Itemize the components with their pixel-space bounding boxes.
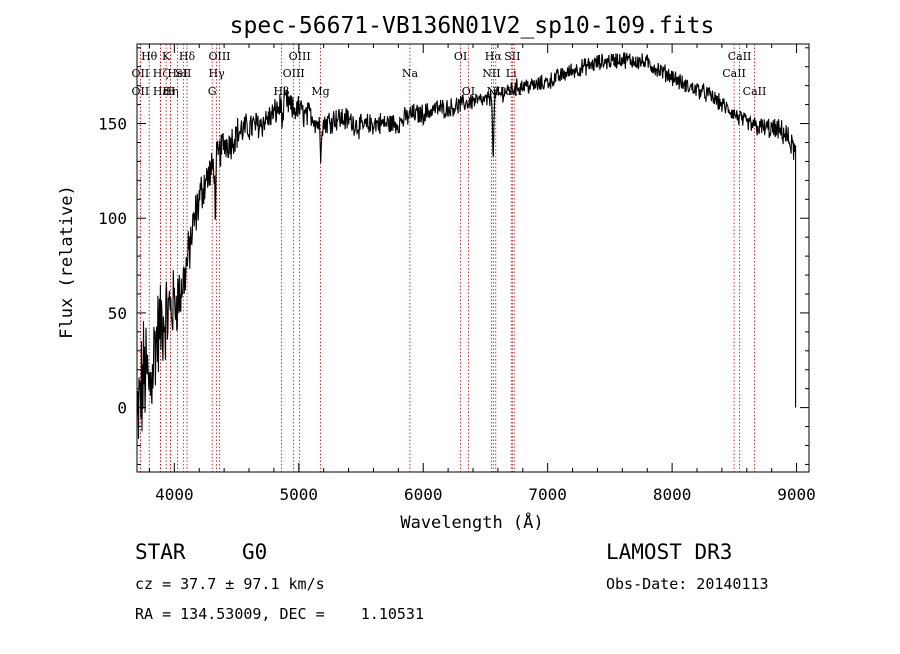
line-marker-label: K	[162, 50, 171, 63]
line-marker-label: OIII	[283, 67, 305, 80]
line-marker-label: Li	[506, 67, 517, 80]
y-tick-label: 50	[108, 304, 127, 323]
y-axis-label: Flux (relative)	[57, 185, 77, 339]
line-marker-label: SII	[504, 50, 520, 63]
redshift-cz: cz = 37.7 ± 97.1 km/s	[135, 575, 325, 593]
axis-ticks: 4000 5000 6000 7000 8000 9000 0 50 100 150	[98, 44, 816, 504]
line-marker-label: OIII	[208, 50, 230, 63]
line-marker-label: Na	[402, 67, 419, 80]
line-marker-label: G	[208, 85, 217, 98]
line-marker-label: SII	[175, 67, 191, 80]
x-tick-label: 6000	[404, 485, 443, 504]
survey-name: LAMOST DR3	[606, 540, 732, 564]
x-axis-label: Wavelength (Å)	[400, 511, 543, 533]
line-marker-label: CaII	[722, 67, 746, 80]
coordinates: RA = 134.53009, DEC = 1.10531	[135, 605, 424, 623]
line-marker-label: Hθ	[141, 50, 158, 63]
line-marker-label: Hε	[153, 85, 169, 98]
line-marker-label: Hγ	[209, 67, 226, 80]
y-tick-label: 150	[98, 115, 127, 134]
line-marker-label: OIII	[289, 50, 311, 63]
y-tick-label: 100	[98, 209, 127, 228]
observation-date: Obs-Date: 20140113	[606, 575, 769, 593]
x-tick-label: 9000	[777, 485, 816, 504]
line-marker-label: CaII	[728, 50, 752, 63]
object-class: STAR	[135, 540, 186, 564]
x-tick-label: 8000	[653, 485, 692, 504]
spectrum-line	[136, 52, 797, 439]
line-marker-label: OI	[454, 50, 467, 63]
x-tick-label: 4000	[155, 485, 194, 504]
line-marker-label: Hα	[485, 50, 503, 63]
x-tick-label: 5000	[280, 485, 319, 504]
line-marker-label: OI	[462, 85, 475, 98]
chart-title: spec-56671-VB136N01V2_sp10-109.fits	[230, 13, 715, 39]
line-marker-label: Mg	[311, 85, 329, 98]
line-marker-label: HeI	[167, 67, 187, 80]
object-subclass: G0	[242, 540, 267, 564]
line-marker-label: Hη	[163, 85, 179, 98]
x-tick-label: 7000	[528, 485, 567, 504]
plot-frame	[136, 43, 810, 473]
line-marker-label: NII	[482, 67, 500, 80]
line-marker-label: H	[166, 85, 176, 98]
line-marker-label: Hδ	[179, 50, 196, 63]
line-marker-label: CaII	[743, 85, 767, 98]
line-marker-label: OII	[132, 85, 150, 98]
y-tick-label: 0	[117, 399, 127, 418]
